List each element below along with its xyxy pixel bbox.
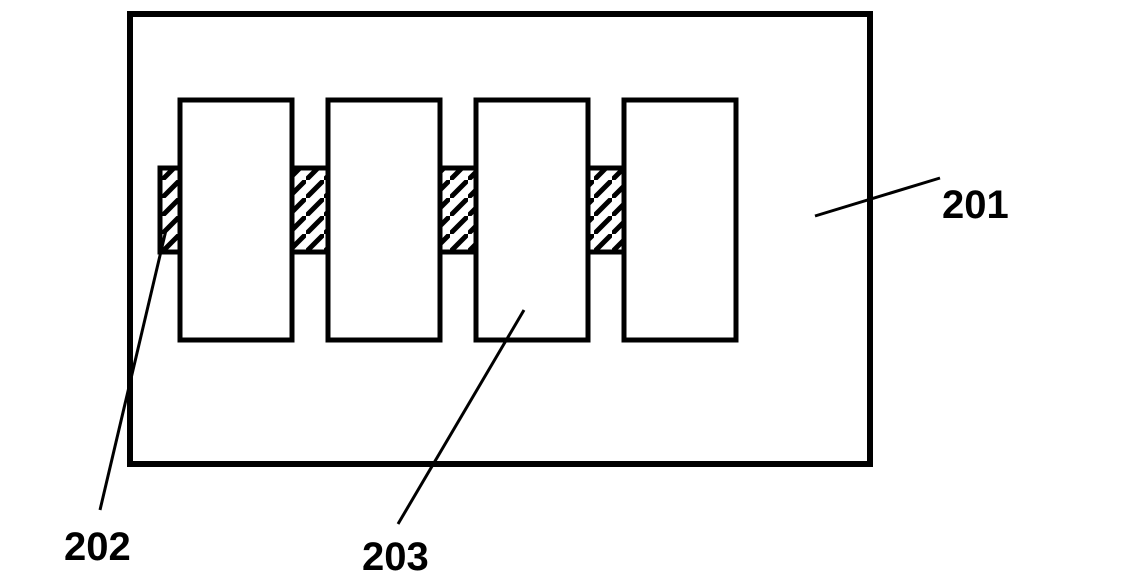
callout-label-strip: 202 [64,525,131,569]
vertical-block-4 [624,100,736,340]
technical-diagram: 201 202 203 [0,0,1126,578]
vertical-block-1 [180,100,292,340]
vertical-block-2 [328,100,440,340]
callout-label-rect: 203 [362,535,429,578]
vertical-block-3 [476,100,588,340]
callout-label-background: 201 [942,183,1009,227]
